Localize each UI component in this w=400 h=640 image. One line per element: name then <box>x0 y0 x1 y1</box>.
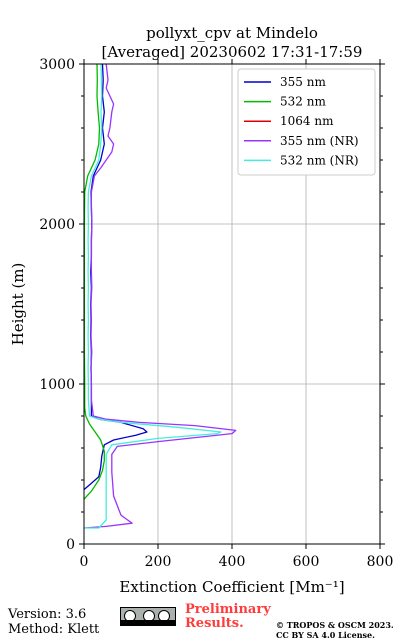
method-text: Method: Klett <box>8 622 100 637</box>
y-tick-label: 2000 <box>39 217 75 233</box>
legend: 355 nm 532 nm 1064 nm 355 nm (NR) 532 nm (NR… <box>237 68 376 176</box>
license-line-2: CC BY SA 4.0 License. <box>276 630 375 640</box>
legend-label-0: 355 nm <box>280 75 326 89</box>
license-line-1: © TROPOS & OSCM 2023. <box>276 620 394 630</box>
series-lines <box>83 63 237 529</box>
legend-label-1: 532 nm <box>280 95 326 109</box>
prelim-line-1: Preliminary <box>185 602 271 617</box>
version-text: Version: 3.6 <box>8 607 87 622</box>
x-tick-label: 600 <box>293 554 320 570</box>
extinction-profile-chart: 0 200 400 600 800 0 1000 2000 3000 pollyxt_cpv a… <box>9 24 393 596</box>
legend-box <box>237 68 376 176</box>
x-tick-label: 800 <box>367 554 394 570</box>
legend-label-3: 355 nm (NR) <box>280 134 359 148</box>
chart-subtitle: [Averaged] 20230602 17:31-17:59 <box>102 43 363 61</box>
y-axis-label: Height (m) <box>9 263 27 346</box>
cc-license-badge-icon <box>120 607 176 626</box>
x-tick-label: 0 <box>80 554 89 570</box>
series-line-0 <box>83 63 148 491</box>
chart-title: pollyxt_cpv at Mindelo <box>146 24 318 42</box>
legend-label-2: 1064 nm <box>280 114 334 128</box>
x-axis-label: Extinction Coefficient [Mm⁻¹] <box>119 578 344 596</box>
prelim-line-2: Results. <box>185 616 244 631</box>
version-info: Version: 3.6 Method: Klett <box>8 607 99 637</box>
y-tick-label: 1000 <box>39 377 75 393</box>
badge-bar <box>121 620 175 625</box>
series-line-3 <box>83 63 237 529</box>
copyright-notice: © TROPOS & OSCM 2023. CC BY SA 4.0 Licen… <box>276 620 394 640</box>
axis-ticks: 0 200 400 600 800 0 1000 2000 3000 <box>39 57 393 570</box>
legend-label-4: 532 nm (NR) <box>280 153 359 167</box>
series-line-4 <box>84 63 222 529</box>
y-tick-label: 3000 <box>39 57 75 73</box>
preliminary-notice: Preliminary Results. <box>185 603 271 631</box>
x-tick-label: 200 <box>145 554 172 570</box>
x-tick-label: 400 <box>219 554 246 570</box>
y-tick-label: 0 <box>66 537 75 553</box>
